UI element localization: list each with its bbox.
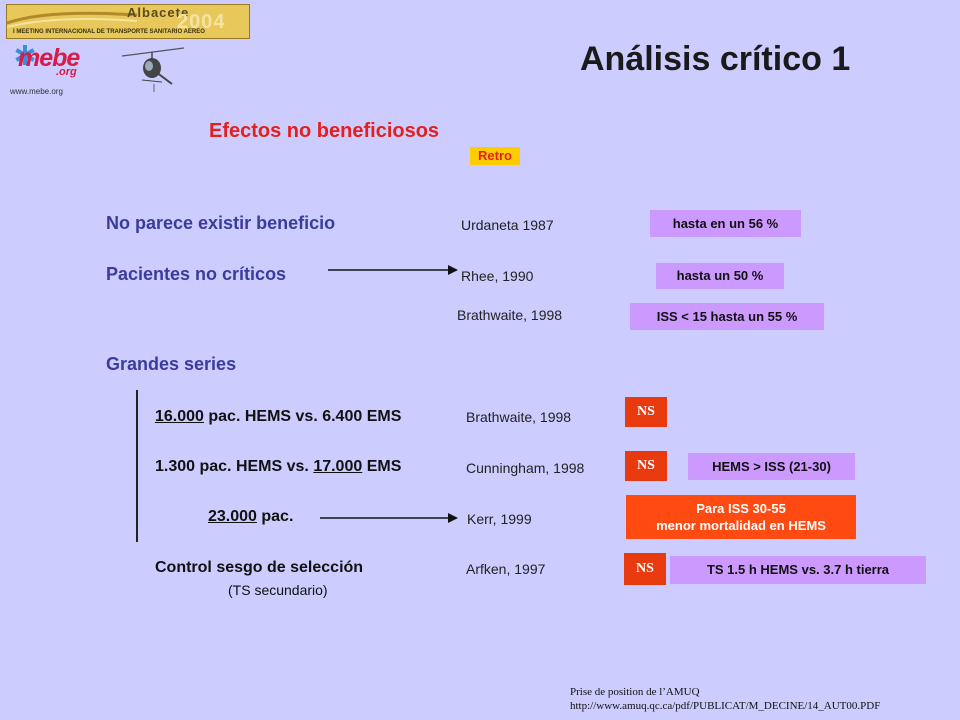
series-1-text: 16.000 pac. HEMS vs. 6.400 EMS: [155, 408, 401, 426]
conference-banner: Albacete 2004 I MEETING INTERNACIONAL DE…: [6, 4, 250, 39]
series-2-text: 1.300 pac. HEMS vs. 17.000 EMS: [155, 458, 401, 476]
series-heading: Grandes series: [106, 354, 237, 374]
series-2-number: 17.000: [313, 458, 363, 475]
no-beneficio-badge: hasta en un 56 %: [650, 210, 801, 237]
mebe-url: www.mebe.org: [10, 87, 63, 96]
series-1-rest: pac. HEMS vs. 6.400 EMS: [203, 408, 402, 425]
helicopter-icon: [121, 47, 185, 92]
slide-subtitle: Efectos no beneficiosos: [209, 120, 440, 142]
series-4-sub: (TS secundario): [228, 582, 328, 598]
series-4-badge: TS 1.5 h HEMS vs. 3.7 h tierra: [670, 556, 926, 584]
no-criticos-label: Pacientes no críticos: [106, 264, 287, 284]
series-2-ref: Cunningham, 1998: [466, 460, 585, 476]
series-3-badge-line2: menor mortalidad en HEMS: [656, 518, 826, 533]
slide-title: Análisis crítico 1: [580, 40, 851, 78]
iss-badge: ISS < 15 hasta un 55 %: [630, 303, 824, 330]
no-beneficio-label: No parece existir beneficio: [106, 213, 336, 233]
no-criticos-badge: hasta un 50 %: [656, 263, 784, 289]
footer-source-line1: Prise de position de l’AMUQ: [570, 686, 700, 698]
series-2-ns-badge: NS: [625, 451, 667, 481]
arrow-right-icon: [328, 265, 458, 275]
series-2-badge: HEMS > ISS (21-30): [688, 453, 855, 480]
series-3-text: 23.000 pac.: [208, 508, 293, 526]
series-2-pre: 1.300 pac. HEMS vs.: [155, 458, 314, 475]
arrow-right-icon-2: [320, 513, 458, 523]
series-2-post: EMS: [362, 458, 402, 475]
banner-city: Albacete: [127, 5, 190, 20]
footer-source-url: http://www.amuq.qc.ca/pdf/PUBLICAT/M_DEC…: [570, 700, 881, 712]
series-3-number: 23.000: [208, 508, 257, 525]
banner-year: 2004: [177, 11, 226, 33]
mebe-logo-org: .org: [56, 66, 77, 78]
series-3-badge: Para ISS 30-55 menor mortalidad en HEMS: [626, 495, 856, 539]
series-1-ref: Brathwaite, 1998: [466, 409, 572, 425]
series-4-ns-badge: NS: [624, 553, 666, 585]
retro-tag: Retro: [470, 147, 520, 165]
rhee-ref: Rhee, 1990: [461, 268, 534, 284]
series-3-ref: Kerr, 1999: [467, 511, 532, 527]
series-1-ns-badge: NS: [625, 397, 667, 427]
urdaneta-ref: Urdaneta 1987: [461, 217, 554, 233]
brathwaite-ref: Brathwaite, 1998: [457, 307, 563, 323]
banner-swoosh-graphic: [7, 11, 137, 28]
series-1-number: 16.000: [155, 408, 204, 425]
banner-meeting-text: I MEETING INTERNACIONAL DE TRANSPORTE SA…: [13, 29, 205, 35]
series-4-ref: Arfken, 1997: [466, 561, 546, 577]
mebe-logo: mebe: [18, 44, 80, 72]
series-3-badge-line1: Para ISS 30-55: [696, 501, 786, 516]
series-3-post: pac.: [256, 508, 294, 525]
series-4-label: Control sesgo de selección: [155, 559, 364, 576]
series-bracket-line: [136, 390, 138, 542]
star-of-life-icon: [15, 45, 35, 65]
